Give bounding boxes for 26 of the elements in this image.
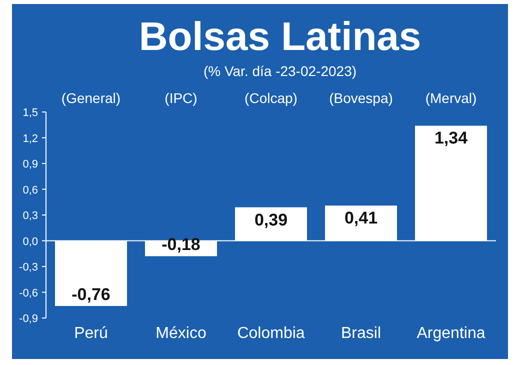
chart-subtitle: (% Var. día -23-02-2023)	[203, 63, 357, 79]
text: (IPC)	[164, 90, 198, 106]
chart-title: Bolsas Latinas	[138, 15, 422, 59]
x-tick-label: Brasil	[340, 325, 382, 342]
y-tick-label: 0,0	[22, 236, 38, 248]
data-label: -0,18	[162, 235, 200, 254]
y-tick-label: 0,9	[22, 158, 38, 170]
text: (General)	[61, 90, 121, 106]
text: (Colcap)	[244, 90, 298, 106]
data-label: 0,41	[344, 208, 378, 228]
x-tick-label: Argentina	[416, 325, 486, 342]
text: (Merval)	[425, 90, 477, 106]
data-label: -0,76	[72, 284, 110, 304]
x-tick-label: Colombia	[237, 325, 305, 342]
text: (Bovespa)	[329, 90, 393, 106]
y-tick-label: 0,3	[22, 210, 38, 222]
x-tick-label: Perú	[74, 325, 108, 342]
y-tick-label: -0,3	[19, 262, 38, 274]
data-label: 1,34	[434, 128, 468, 148]
y-tick-label: 1,5	[22, 107, 38, 119]
x-tick-label: México	[156, 325, 206, 342]
y-tick-label: 1,2	[22, 132, 38, 145]
y-tick-label: -0,6	[19, 287, 38, 300]
y-tick-label: 0,6	[22, 184, 38, 196]
data-label: 0,39	[254, 210, 288, 230]
y-tick-label: -0,9	[19, 313, 38, 325]
